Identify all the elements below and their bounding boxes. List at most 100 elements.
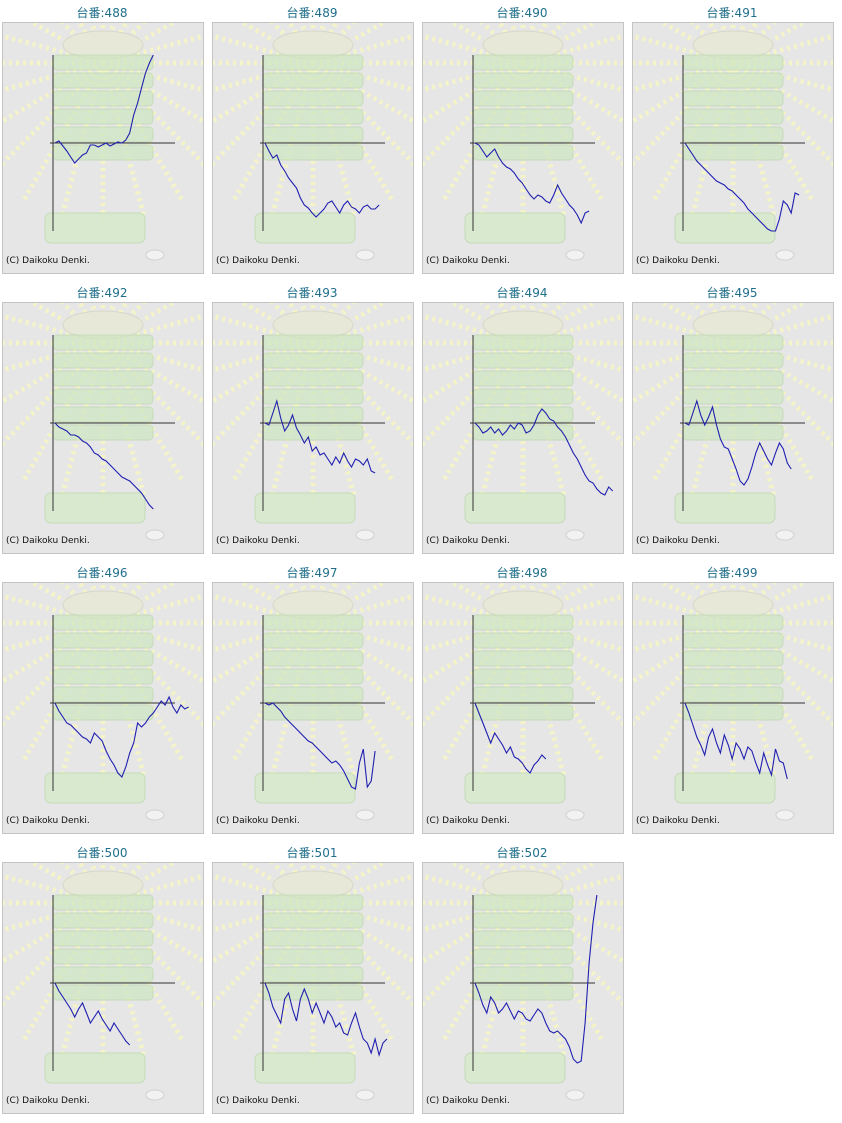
tray-art [44, 492, 146, 524]
machine-number-label[interactable]: 台番:491 [706, 6, 758, 20]
machine-body-art [262, 704, 364, 721]
slump-graph-panel: (C) Daikoku Denki. [212, 582, 414, 834]
copyright-text: (C) Daikoku Denki. [216, 1096, 300, 1106]
background-ray [312, 593, 413, 626]
slump-graph-svg [633, 583, 833, 821]
machine-body-art [262, 966, 364, 983]
machine-number-label[interactable]: 台番:492 [76, 286, 128, 300]
machine-body-art [52, 90, 154, 107]
machine-number-label[interactable]: 台番:500 [76, 846, 128, 860]
machine-graph-card: 台番:497 (C) Daikoku Denki. [210, 560, 414, 834]
machine-body-art [52, 650, 154, 667]
machine-body-art [262, 406, 364, 423]
background-ray [3, 341, 105, 447]
slump-line [264, 398, 376, 474]
background-ray [311, 60, 413, 124]
machine-body-art [472, 108, 574, 125]
machine-graph-card: 台番:492 (C) Daikoku Denki. [0, 280, 204, 554]
machine-body-art [52, 686, 154, 703]
machine-graph-card: 台番:494 (C) Daikoku Denki. [420, 280, 624, 554]
slump-graph-svg [423, 863, 623, 1101]
machine-graph-card: 台番:495 (C) Daikoku Denki. [630, 280, 834, 554]
machine-number-label[interactable]: 台番:499 [706, 566, 758, 580]
machine-body-art [682, 686, 784, 703]
background-ray [312, 33, 413, 66]
machine-body-art [52, 352, 154, 369]
coin-art [145, 1089, 165, 1101]
machine-number-label[interactable]: 台番:495 [706, 286, 758, 300]
slump-line [684, 702, 788, 780]
machine-body-art [472, 704, 574, 721]
background-ray [102, 60, 203, 93]
machine-body-art [52, 334, 154, 351]
coin-art [355, 1089, 375, 1101]
coin-art [355, 249, 375, 261]
coin-art [565, 809, 585, 821]
background-ray [731, 621, 833, 727]
machine-number-label[interactable]: 台番:501 [286, 846, 338, 860]
background-ray [312, 620, 413, 653]
background-ray [522, 593, 623, 626]
coin-art [775, 809, 795, 821]
slump-graph-svg [213, 863, 413, 1101]
background-ray [522, 900, 623, 933]
machine-number-label[interactable]: 台番:488 [76, 6, 128, 20]
background-ray [102, 593, 203, 626]
tray-art [464, 212, 566, 244]
background-ray [101, 900, 203, 964]
slump-graph-svg [3, 23, 203, 261]
slump-graph-svg [213, 23, 413, 261]
background-ray [633, 621, 735, 727]
machine-body-art [52, 126, 154, 143]
slump-graph-panel: (C) Daikoku Denki. [2, 582, 204, 834]
machine-number-label[interactable]: 台番:490 [496, 6, 548, 20]
machine-body-art [52, 966, 154, 983]
background-ray [101, 60, 203, 124]
machine-body-art [472, 72, 574, 89]
background-ray [312, 60, 413, 93]
background-ray [732, 620, 833, 653]
coin-art [145, 529, 165, 541]
background-ray [3, 901, 105, 1007]
machine-body-art [682, 668, 784, 685]
slump-graph-svg [633, 303, 833, 541]
machine-graph-card: 台番:502 (C) Daikoku Denki. [420, 840, 624, 1114]
machine-number-label[interactable]: 台番:494 [496, 286, 548, 300]
machine-body-art [472, 54, 574, 71]
machine-number-label[interactable]: 台番:489 [286, 6, 338, 20]
background-ray [423, 61, 525, 167]
tray-art [674, 212, 776, 244]
slump-graph-svg [633, 23, 833, 261]
background-ray [3, 621, 105, 727]
background-ray [732, 33, 833, 66]
machine-number-label[interactable]: 台番:502 [496, 846, 548, 860]
copyright-text: (C) Daikoku Denki. [426, 1096, 510, 1106]
slump-line [684, 399, 792, 486]
tray-art [464, 492, 566, 524]
machine-number-label[interactable]: 台番:493 [286, 286, 338, 300]
copyright-text: (C) Daikoku Denki. [6, 1096, 90, 1106]
machine-body-art [52, 72, 154, 89]
machine-body-art [472, 984, 574, 1001]
background-ray [521, 901, 623, 1007]
machine-body-art [472, 930, 574, 947]
machine-number-label[interactable]: 台番:498 [496, 566, 548, 580]
tray-art [464, 1052, 566, 1084]
coin-art [355, 809, 375, 821]
coin-art [355, 529, 375, 541]
background-ray [522, 60, 623, 93]
machine-body-art [262, 352, 364, 369]
coin-art [145, 249, 165, 261]
slump-line [54, 54, 154, 164]
machine-body-art [52, 894, 154, 911]
background-ray [732, 313, 833, 346]
machine-number-label[interactable]: 台番:496 [76, 566, 128, 580]
machine-number-label[interactable]: 台番:497 [286, 566, 338, 580]
machine-body-art [472, 948, 574, 965]
coin-art [565, 249, 585, 261]
machine-body-art [682, 54, 784, 71]
slump-graph-panel: (C) Daikoku Denki. [2, 862, 204, 1114]
background-ray [311, 901, 413, 1007]
background-ray [633, 61, 735, 167]
background-ray [101, 61, 203, 167]
